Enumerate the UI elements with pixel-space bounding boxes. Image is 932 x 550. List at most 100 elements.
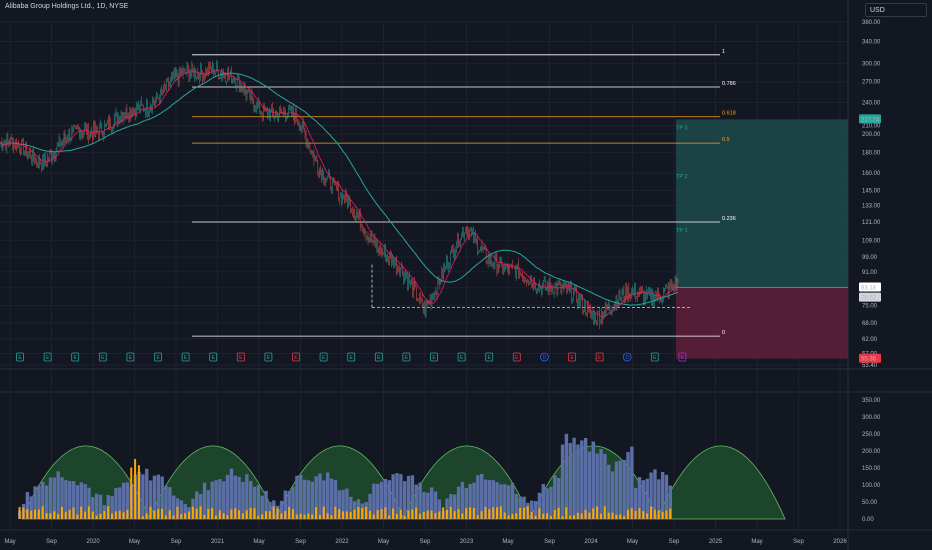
volume-bar [233, 475, 237, 519]
volume-bar [34, 509, 36, 519]
volume-bar [646, 513, 649, 519]
volume-bar [457, 509, 460, 519]
volume-bar [542, 513, 545, 519]
time-axis-tick: May [378, 539, 389, 545]
volume-bar [95, 515, 98, 519]
volume-bar [553, 475, 557, 519]
volume-bar [56, 471, 60, 519]
volume-bar [522, 496, 526, 519]
currency-selector[interactable]: USD [865, 3, 927, 17]
volume-bar [568, 443, 572, 519]
volume-bar [392, 508, 395, 519]
volume-bar [141, 474, 145, 519]
volume-bar [445, 498, 449, 519]
volume-bar [152, 475, 157, 519]
volume-bar [226, 515, 229, 519]
volume-bar [206, 490, 211, 519]
volume-bar [268, 501, 272, 519]
volume-bar [184, 513, 187, 519]
volume-bar [195, 491, 199, 519]
volume-bar [284, 510, 287, 519]
earnings-marker: E [71, 352, 80, 362]
symbol-title[interactable]: Alibaba Group Holdings Ltd., 1D, NYSE [5, 3, 129, 10]
price-axis-tick: 300.00 [862, 61, 881, 67]
volume-bar [379, 481, 384, 519]
earnings-marker: E [126, 352, 135, 362]
price-axis-badge-label: 83.18 [861, 286, 877, 292]
marker-shape [16, 352, 24, 362]
volume-bar [665, 510, 668, 519]
volume-axis-tick: 350.00 [862, 398, 881, 404]
volume-bar [484, 506, 487, 519]
volume-bar [522, 507, 525, 519]
volume-bar [483, 479, 488, 519]
volume-bar [280, 513, 283, 519]
volume-bar [576, 444, 580, 519]
volume-bar [515, 513, 518, 519]
volume-bar [125, 482, 130, 519]
earnings-marker: E [568, 352, 576, 362]
volume-bar [334, 506, 337, 519]
earnings-marker: E [402, 352, 411, 362]
volume-bar [276, 508, 279, 519]
volume-bar [349, 511, 352, 519]
earnings-marker: E [264, 352, 273, 362]
volume-bar [410, 475, 415, 519]
volume-bar [268, 511, 271, 519]
volume-bar [576, 512, 579, 519]
volume-axis-tick: 250.00 [862, 432, 881, 438]
volume-bar [353, 509, 356, 519]
marker-shape [43, 352, 52, 362]
volume-bar [145, 468, 149, 519]
marker-label: E [294, 355, 298, 361]
volume-bar [403, 515, 406, 519]
time-axis-tick: 2025 [709, 539, 723, 545]
volume-bar [549, 516, 552, 519]
time-axis-tick: Sep [669, 539, 680, 545]
time-axis-tick: Sep [544, 539, 555, 545]
volume-bar [279, 500, 284, 519]
volume-bar [68, 480, 72, 519]
volume-bar [114, 511, 117, 519]
earnings-marker: E [181, 352, 190, 362]
marker-label: E [350, 355, 354, 361]
volume-bar [45, 513, 48, 519]
price-axis-tick: 53.40 [862, 363, 878, 369]
marker-label: E [598, 355, 602, 361]
volume-bar [480, 511, 483, 519]
volume-bar [456, 486, 461, 519]
volume-bar [611, 512, 614, 519]
volume-bar [80, 506, 83, 519]
earnings-marker: E [209, 352, 218, 362]
volume-axis-tick: 0.00 [862, 517, 874, 523]
target-label: TP 1 [676, 228, 688, 234]
earnings-marker: E [485, 352, 494, 362]
volume-bar [634, 510, 637, 519]
loss-zone [676, 287, 848, 359]
time-axis-tick: Sep [171, 539, 182, 545]
marker-label: E [212, 355, 216, 361]
volume-bar [199, 506, 202, 519]
volume-bar [49, 513, 52, 519]
volume-bar [230, 509, 233, 519]
volume-bar [588, 512, 591, 519]
volume-bar [653, 509, 656, 519]
volume-bar [372, 514, 375, 519]
volume-bar [557, 478, 561, 519]
price-axis-badge-label: 55.36 [861, 357, 877, 363]
price-axis-badge [859, 292, 881, 302]
volume-axis-tick: 300.00 [862, 415, 881, 421]
volume-bar [664, 474, 669, 519]
marker-label: E [377, 355, 381, 361]
marker-label: E [239, 355, 243, 361]
volume-bar [403, 481, 407, 519]
volume-bar [368, 510, 371, 519]
volume-bar [53, 511, 56, 519]
volume-bar [622, 459, 626, 519]
earnings-marker: E [650, 352, 659, 362]
price-axis-tick: 121.00 [862, 220, 881, 226]
volume-bar [295, 475, 299, 519]
marker-shape [540, 352, 549, 362]
volume-bar [306, 480, 311, 519]
